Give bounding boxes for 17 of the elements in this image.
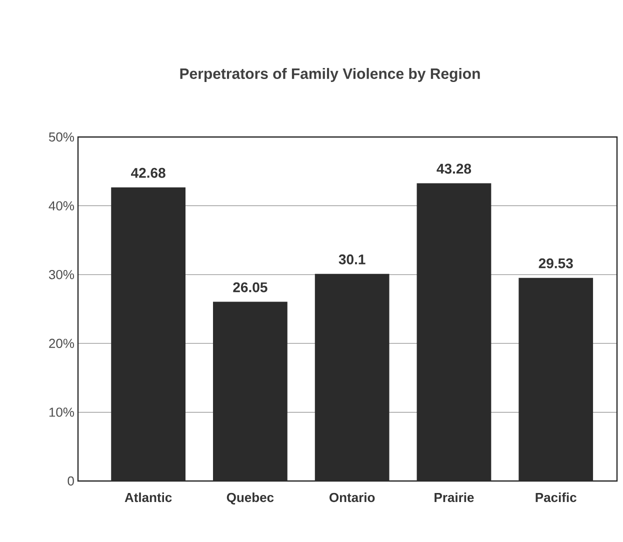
x-tick-label: Pacific bbox=[536, 492, 576, 502]
y-tick-label: 20% bbox=[49, 338, 74, 348]
data-label: 26.05 bbox=[233, 282, 268, 292]
y-tick-label: 10% bbox=[49, 408, 74, 417]
x-tick-label: Ontario bbox=[330, 492, 375, 502]
data-label: 29.53 bbox=[538, 258, 573, 268]
data-label: 42.68 bbox=[131, 168, 166, 178]
y-tick-label: 30% bbox=[48, 270, 74, 280]
chart-title: Perpetrators of Family Violence by Region bbox=[180, 68, 480, 82]
data-label: 43.28 bbox=[436, 164, 472, 174]
y-tick-label: 0 bbox=[68, 476, 74, 486]
data-label: 30.1 bbox=[338, 254, 366, 264]
x-tick-label: Atlantic bbox=[124, 492, 172, 502]
y-tick-label: 50% bbox=[48, 132, 74, 142]
x-tick-label: Prairie bbox=[434, 492, 474, 502]
x-tick-label: Quebec bbox=[226, 492, 274, 505]
y-tick-label: 40% bbox=[48, 201, 74, 210]
